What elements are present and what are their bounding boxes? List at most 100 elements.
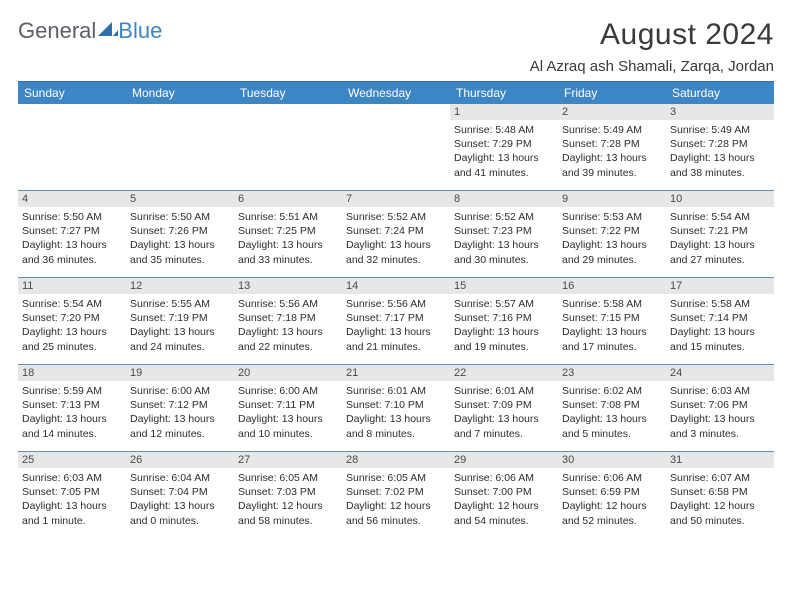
day-cell: 21Sunrise: 6:01 AMSunset: 7:10 PMDayligh… [342,365,450,451]
day-line: Sunset: 7:12 PM [130,398,230,412]
day-number: 31 [666,452,774,468]
day-body: Sunrise: 6:01 AMSunset: 7:09 PMDaylight:… [450,381,558,445]
weekday-sunday: Sunday [18,82,126,104]
day-cell [234,104,342,190]
weekday-header: Sunday Monday Tuesday Wednesday Thursday… [18,82,774,104]
brand-logo: General Blue [18,18,162,44]
day-line: Sunset: 7:15 PM [562,311,662,325]
day-body: Sunrise: 6:03 AMSunset: 7:05 PMDaylight:… [18,468,126,532]
day-number: 3 [666,104,774,120]
day-cell: 15Sunrise: 5:57 AMSunset: 7:16 PMDayligh… [450,278,558,364]
day-line: Sunrise: 5:58 AM [670,297,770,311]
day-body: Sunrise: 5:54 AMSunset: 7:20 PMDaylight:… [18,294,126,358]
day-body: Sunrise: 5:49 AMSunset: 7:28 PMDaylight:… [666,120,774,184]
day-body: Sunrise: 5:55 AMSunset: 7:19 PMDaylight:… [126,294,234,358]
day-line: Daylight: 13 hours and 12 minutes. [130,412,230,440]
day-cell: 31Sunrise: 6:07 AMSunset: 6:58 PMDayligh… [666,452,774,538]
day-line: Daylight: 12 hours and 50 minutes. [670,499,770,527]
day-number: 5 [126,191,234,207]
day-line: Sunrise: 6:05 AM [238,471,338,485]
brand-part1: General [18,18,96,44]
weekday-monday: Monday [126,82,234,104]
day-line: Sunrise: 5:56 AM [346,297,446,311]
day-line: Sunrise: 6:00 AM [238,384,338,398]
day-number: 13 [234,278,342,294]
day-number: 4 [18,191,126,207]
day-cell [18,104,126,190]
day-line: Sunrise: 5:49 AM [562,123,662,137]
day-cell: 10Sunrise: 5:54 AMSunset: 7:21 PMDayligh… [666,191,774,277]
day-line: Daylight: 13 hours and 41 minutes. [454,151,554,179]
day-line: Sunset: 7:23 PM [454,224,554,238]
day-line: Sunrise: 6:00 AM [130,384,230,398]
day-line: Daylight: 13 hours and 21 minutes. [346,325,446,353]
day-line: Sunset: 7:02 PM [346,485,446,499]
day-line: Sunset: 7:05 PM [22,485,122,499]
day-line: Sunset: 7:03 PM [238,485,338,499]
day-line: Sunset: 7:06 PM [670,398,770,412]
day-line: Daylight: 13 hours and 32 minutes. [346,238,446,266]
day-body: Sunrise: 6:03 AMSunset: 7:06 PMDaylight:… [666,381,774,445]
day-number: 27 [234,452,342,468]
day-body: Sunrise: 6:04 AMSunset: 7:04 PMDaylight:… [126,468,234,532]
day-cell: 14Sunrise: 5:56 AMSunset: 7:17 PMDayligh… [342,278,450,364]
day-line: Sunset: 6:58 PM [670,485,770,499]
day-line: Daylight: 13 hours and 35 minutes. [130,238,230,266]
day-line: Sunset: 7:26 PM [130,224,230,238]
day-body: Sunrise: 5:48 AMSunset: 7:29 PMDaylight:… [450,120,558,184]
day-line: Sunrise: 5:48 AM [454,123,554,137]
day-number: 14 [342,278,450,294]
day-number: 12 [126,278,234,294]
location: Al Azraq ash Shamali, Zarqa, Jordan [530,58,774,75]
day-line: Daylight: 13 hours and 33 minutes. [238,238,338,266]
day-number: 8 [450,191,558,207]
day-line: Sunset: 7:24 PM [346,224,446,238]
day-cell: 1Sunrise: 5:48 AMSunset: 7:29 PMDaylight… [450,104,558,190]
day-number: 2 [558,104,666,120]
day-cell: 6Sunrise: 5:51 AMSunset: 7:25 PMDaylight… [234,191,342,277]
day-line: Sunset: 7:21 PM [670,224,770,238]
day-line: Daylight: 13 hours and 27 minutes. [670,238,770,266]
weekday-tuesday: Tuesday [234,82,342,104]
day-body: Sunrise: 5:58 AMSunset: 7:15 PMDaylight:… [558,294,666,358]
day-number: 24 [666,365,774,381]
day-number: 9 [558,191,666,207]
day-body: Sunrise: 5:56 AMSunset: 7:17 PMDaylight:… [342,294,450,358]
day-line: Sunrise: 6:03 AM [22,471,122,485]
day-line: Daylight: 13 hours and 14 minutes. [22,412,122,440]
day-body: Sunrise: 6:07 AMSunset: 6:58 PMDaylight:… [666,468,774,532]
day-line: Daylight: 13 hours and 30 minutes. [454,238,554,266]
day-body: Sunrise: 5:50 AMSunset: 7:26 PMDaylight:… [126,207,234,271]
weeks-container: 1Sunrise: 5:48 AMSunset: 7:29 PMDaylight… [18,104,774,538]
day-number: 21 [342,365,450,381]
day-cell: 5Sunrise: 5:50 AMSunset: 7:26 PMDaylight… [126,191,234,277]
day-body: Sunrise: 5:49 AMSunset: 7:28 PMDaylight:… [558,120,666,184]
day-line: Sunset: 7:17 PM [346,311,446,325]
day-number: 1 [450,104,558,120]
day-body: Sunrise: 5:56 AMSunset: 7:18 PMDaylight:… [234,294,342,358]
day-line: Sunset: 7:29 PM [454,137,554,151]
day-body: Sunrise: 5:58 AMSunset: 7:14 PMDaylight:… [666,294,774,358]
day-body: Sunrise: 5:52 AMSunset: 7:23 PMDaylight:… [450,207,558,271]
day-line: Sunrise: 6:03 AM [670,384,770,398]
day-line: Sunrise: 6:05 AM [346,471,446,485]
day-line: Daylight: 12 hours and 56 minutes. [346,499,446,527]
day-line: Sunrise: 5:50 AM [130,210,230,224]
day-cell: 7Sunrise: 5:52 AMSunset: 7:24 PMDaylight… [342,191,450,277]
day-line: Sunset: 7:00 PM [454,485,554,499]
day-number: 7 [342,191,450,207]
day-line: Daylight: 12 hours and 58 minutes. [238,499,338,527]
day-line: Sunrise: 6:06 AM [562,471,662,485]
day-body [342,108,450,115]
day-number: 15 [450,278,558,294]
weekday-saturday: Saturday [666,82,774,104]
day-body: Sunrise: 6:02 AMSunset: 7:08 PMDaylight:… [558,381,666,445]
week-row: 25Sunrise: 6:03 AMSunset: 7:05 PMDayligh… [18,451,774,538]
day-number: 22 [450,365,558,381]
day-line: Sunrise: 6:01 AM [346,384,446,398]
day-cell: 3Sunrise: 5:49 AMSunset: 7:28 PMDaylight… [666,104,774,190]
day-cell [342,104,450,190]
day-number: 6 [234,191,342,207]
day-cell: 19Sunrise: 6:00 AMSunset: 7:12 PMDayligh… [126,365,234,451]
day-line: Sunrise: 5:52 AM [454,210,554,224]
